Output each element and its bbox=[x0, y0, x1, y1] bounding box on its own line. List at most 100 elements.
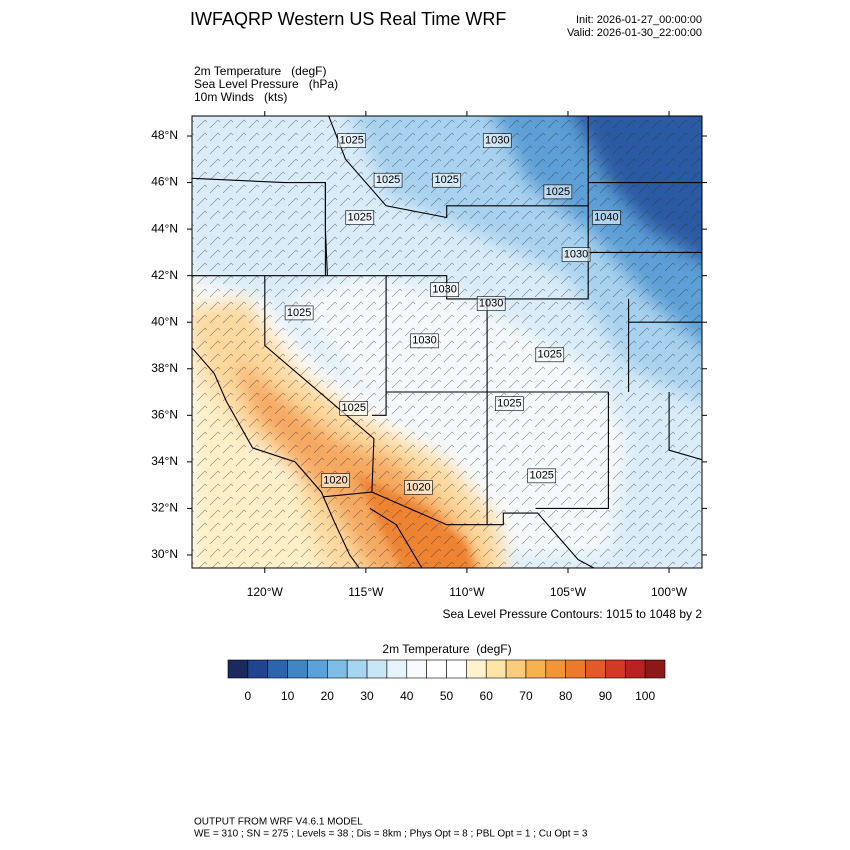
contour-label: 1025 bbox=[287, 307, 311, 319]
colorbar-box bbox=[565, 659, 586, 679]
colorbar-box bbox=[346, 659, 368, 679]
colorbar-box bbox=[505, 659, 527, 679]
contour-label-box bbox=[404, 480, 433, 495]
colorbar-label: 100 bbox=[635, 689, 655, 703]
contour-label-box bbox=[337, 133, 366, 148]
border-line bbox=[668, 392, 702, 461]
contour-label-box bbox=[339, 401, 369, 416]
border-line bbox=[323, 491, 596, 568]
colorbar-label: 80 bbox=[559, 689, 573, 703]
contour-label: 1030 bbox=[412, 335, 436, 347]
contour-label: 1025 bbox=[341, 402, 365, 414]
lon-label: 115°W bbox=[348, 585, 384, 599]
lat-label: 30°N bbox=[151, 547, 178, 561]
colorbar-box bbox=[605, 659, 626, 679]
contour-note: Sea Level Pressure Contours: 1015 to 104… bbox=[443, 607, 703, 621]
map-frame bbox=[191, 115, 703, 569]
lat-label: 44°N bbox=[151, 221, 178, 235]
contour-label-box bbox=[495, 396, 524, 411]
contour-label-box bbox=[592, 210, 621, 225]
contour-label: 1030 bbox=[564, 249, 588, 261]
colorbar-title: 2m Temperature (degF) bbox=[382, 642, 511, 656]
colorbar-box bbox=[386, 659, 408, 679]
colorbar-box bbox=[426, 659, 447, 679]
contour-label-box bbox=[476, 296, 506, 311]
contour-label-box bbox=[527, 468, 557, 484]
colorbar-box bbox=[585, 659, 606, 679]
contour-label: 1025 bbox=[538, 349, 562, 361]
contour-label-box bbox=[543, 184, 573, 200]
contour-label-box bbox=[561, 247, 591, 263]
contour-label: 1025 bbox=[376, 174, 400, 186]
footer-line: WE = 310 ; SN = 275 ; Levels = 38 ; Dis … bbox=[194, 829, 588, 840]
colorbar-box bbox=[227, 659, 249, 679]
border-line bbox=[369, 507, 423, 568]
contour-label: 1025 bbox=[529, 470, 553, 482]
colorbar-label: 70 bbox=[519, 689, 533, 703]
lat-label: 40°N bbox=[151, 314, 178, 328]
map-field: 1025 1030 1025 1025 1025 1040 1030 1025 1030 1030… bbox=[192, 116, 702, 568]
colorbar-box bbox=[466, 659, 487, 679]
footer-line: OUTPUT FROM WRF V4.6.1 MODEL bbox=[194, 817, 363, 828]
field-label: 2m Temperature (degF) bbox=[194, 64, 327, 78]
contour-label: 1020 bbox=[406, 481, 430, 493]
colorbar-box bbox=[307, 659, 328, 679]
lat-label: 34°N bbox=[151, 454, 178, 468]
lat-label: 48°N bbox=[151, 128, 178, 142]
border-line bbox=[192, 346, 360, 568]
lon-label: 100°W bbox=[651, 585, 688, 599]
colorbar-box bbox=[485, 659, 507, 679]
field-label: Sea Level Pressure (hPa) bbox=[194, 77, 338, 91]
colorbar-box bbox=[406, 659, 427, 679]
contour-label: 1025 bbox=[434, 174, 458, 186]
title: IWFAQRP Western US Real Time WRF bbox=[190, 9, 506, 29]
contour-label: 1020 bbox=[323, 474, 347, 486]
colorbar-label: 60 bbox=[480, 689, 494, 703]
colorbar-label: 50 bbox=[440, 689, 454, 703]
init-time: Init: 2026-01-27_00:00:00 bbox=[576, 14, 702, 26]
contour-label-box bbox=[432, 172, 461, 188]
contour-label: 1025 bbox=[497, 398, 521, 410]
colorbar-box bbox=[545, 659, 566, 679]
contour-label: 1030 bbox=[485, 135, 509, 147]
colorbar: 0 10 20 30 40 50 60 70 80 90 100 bbox=[227, 659, 666, 703]
colorbar-label: 10 bbox=[281, 689, 295, 703]
contour-label-box bbox=[373, 172, 403, 188]
contour-label: 1025 bbox=[339, 135, 363, 147]
colorbar-box bbox=[327, 659, 348, 679]
contour-label-box bbox=[430, 282, 459, 297]
colorbar-box bbox=[287, 659, 308, 679]
contour-label: 1025 bbox=[348, 211, 372, 223]
colorbar-box bbox=[366, 659, 388, 679]
border-line bbox=[535, 392, 609, 509]
colorbar-box bbox=[267, 659, 288, 679]
lat-label: 38°N bbox=[151, 361, 178, 375]
field-label: 10m Winds (kts) bbox=[194, 90, 287, 104]
wind-barbs bbox=[192, 116, 702, 568]
contour-label-box bbox=[345, 210, 375, 225]
colorbar-box bbox=[525, 659, 547, 679]
contour-label-box bbox=[284, 305, 314, 321]
colorbar-box bbox=[446, 659, 467, 679]
contour-label-box bbox=[535, 347, 565, 363]
lat-label: 32°N bbox=[151, 501, 178, 515]
lon-label: 120°W bbox=[247, 585, 284, 599]
colorbar-box bbox=[644, 659, 666, 679]
colorbar-label: 90 bbox=[599, 689, 613, 703]
contour-label: 1040 bbox=[594, 211, 618, 223]
contour-label-box bbox=[410, 333, 439, 349]
colorbar-label: 30 bbox=[360, 689, 374, 703]
contour-label: 1030 bbox=[432, 284, 456, 296]
contour-label-box bbox=[321, 473, 350, 488]
border-line bbox=[264, 275, 375, 493]
colorbar-box bbox=[624, 659, 646, 679]
border-line bbox=[371, 275, 387, 416]
contour-label: 1030 bbox=[479, 298, 503, 310]
colorbar-box bbox=[247, 659, 269, 679]
colorbar-label: 40 bbox=[400, 689, 414, 703]
lat-label: 46°N bbox=[151, 175, 178, 189]
lat-label: 36°N bbox=[151, 407, 178, 421]
contour-label-box bbox=[482, 133, 512, 148]
contour-label: 1025 bbox=[546, 186, 570, 198]
